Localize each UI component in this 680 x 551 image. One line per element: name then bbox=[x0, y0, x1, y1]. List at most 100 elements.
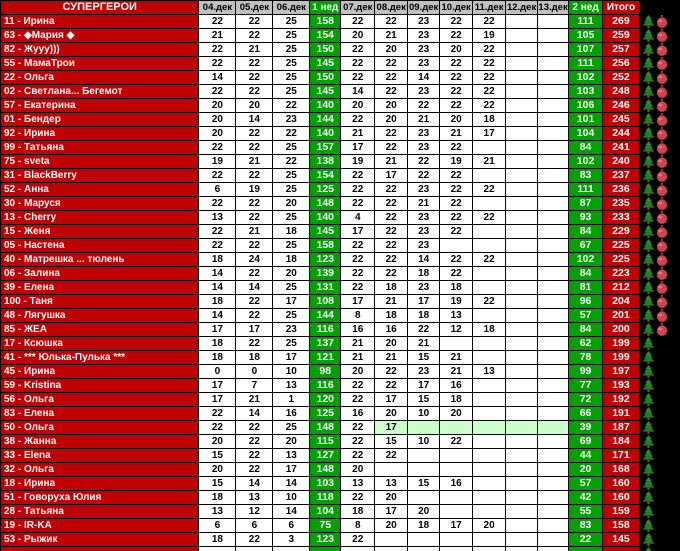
week1-cell[interactable]: 140 bbox=[309, 98, 342, 113]
day-cell[interactable]: 22 bbox=[340, 448, 376, 463]
day-cell[interactable] bbox=[505, 420, 539, 435]
week2-cell[interactable]: 83 bbox=[568, 168, 603, 183]
total-cell[interactable]: 245 bbox=[602, 112, 640, 127]
day-cell[interactable]: 23 bbox=[407, 224, 441, 239]
day-cell[interactable]: 6 bbox=[198, 518, 237, 533]
day-cell[interactable]: 22 bbox=[198, 406, 237, 421]
day-cell[interactable]: 14 bbox=[235, 476, 274, 491]
day-cell[interactable]: 25 bbox=[272, 210, 311, 225]
day-cell[interactable]: 19 bbox=[235, 182, 274, 197]
day-cell[interactable]: 13 bbox=[198, 210, 237, 225]
day-cell[interactable]: 22 bbox=[472, 98, 507, 113]
day-cell[interactable]: 25 bbox=[272, 56, 311, 71]
day-cell[interactable]: 22 bbox=[472, 56, 507, 71]
total-cell[interactable]: 204 bbox=[602, 294, 640, 309]
day-cell[interactable] bbox=[537, 238, 570, 253]
day-cell[interactable]: 25 bbox=[272, 28, 311, 43]
day-cell[interactable] bbox=[505, 406, 539, 421]
day-cell[interactable]: 17 bbox=[374, 504, 409, 519]
day-cell[interactable]: 18 bbox=[235, 350, 274, 365]
day-cell[interactable]: 22 bbox=[374, 448, 409, 463]
day-cell[interactable]: 14 bbox=[235, 406, 274, 421]
day-cell[interactable] bbox=[537, 434, 570, 449]
day-cell[interactable]: 17 bbox=[340, 224, 376, 239]
day-cell[interactable]: 21 bbox=[407, 112, 441, 127]
day-cell[interactable] bbox=[537, 308, 570, 323]
week2-cell[interactable]: 77 bbox=[568, 378, 603, 393]
day-cell[interactable]: 22 bbox=[235, 308, 274, 323]
day-cell[interactable] bbox=[537, 532, 570, 547]
day-cell[interactable]: 23 bbox=[407, 14, 441, 29]
day-cell[interactable]: 17 bbox=[198, 322, 237, 337]
day-cell[interactable]: 17 bbox=[374, 392, 409, 407]
total-cell[interactable]: 269 bbox=[602, 14, 640, 29]
day-cell[interactable]: 21 bbox=[439, 350, 474, 365]
day-cell[interactable]: 6 bbox=[272, 518, 311, 533]
day-cell[interactable] bbox=[505, 42, 539, 57]
day-cell[interactable]: 22 bbox=[198, 196, 237, 211]
total-cell[interactable]: 241 bbox=[602, 140, 640, 155]
day-cell[interactable] bbox=[537, 182, 570, 197]
day-cell[interactable]: 20 bbox=[374, 112, 409, 127]
day-cell[interactable]: 22 bbox=[340, 378, 376, 393]
week2-cell[interactable]: 111 bbox=[568, 14, 603, 29]
week2-cell[interactable]: 101 bbox=[568, 112, 603, 127]
day-cell[interactable]: 22 bbox=[439, 434, 474, 449]
day-cell[interactable] bbox=[537, 406, 570, 421]
day-cell[interactable]: 15 bbox=[407, 392, 441, 407]
week2-cell[interactable]: 87 bbox=[568, 196, 603, 211]
day-cell[interactable]: 19 bbox=[439, 154, 474, 169]
week2-cell[interactable]: 84 bbox=[568, 266, 603, 281]
day-cell[interactable]: 22 bbox=[340, 266, 376, 281]
day-cell[interactable]: 14 bbox=[407, 252, 441, 267]
day-cell[interactable] bbox=[537, 322, 570, 337]
day-cell[interactable]: 22 bbox=[198, 224, 237, 239]
day-cell[interactable]: 18 bbox=[374, 308, 409, 323]
day-cell[interactable]: 4 bbox=[340, 210, 376, 225]
day-cell[interactable]: 21 bbox=[340, 126, 376, 141]
row-name-cell[interactable]: 40 - Матрешка ... тюлень bbox=[0, 252, 200, 267]
day-cell[interactable]: 14 bbox=[198, 280, 237, 295]
day-cell[interactable] bbox=[537, 518, 570, 533]
total-cell[interactable]: 199 bbox=[602, 350, 640, 365]
day-cell[interactable] bbox=[472, 420, 507, 435]
row-name-cell[interactable]: 100 - Таня bbox=[0, 294, 200, 309]
column-header[interactable]: 2 нед bbox=[568, 0, 603, 15]
day-cell[interactable] bbox=[537, 140, 570, 155]
column-header[interactable]: 11.дек bbox=[472, 0, 507, 15]
day-cell[interactable]: 22 bbox=[235, 70, 274, 85]
week1-cell[interactable]: 144 bbox=[309, 308, 342, 323]
day-cell[interactable] bbox=[235, 546, 274, 551]
day-cell[interactable]: 10 bbox=[272, 490, 311, 505]
total-cell[interactable]: 240 bbox=[602, 154, 640, 169]
day-cell[interactable]: 22 bbox=[198, 140, 237, 155]
day-cell[interactable] bbox=[537, 336, 570, 351]
week1-cell[interactable]: 148 bbox=[309, 196, 342, 211]
day-cell[interactable]: 22 bbox=[472, 210, 507, 225]
day-cell[interactable] bbox=[472, 476, 507, 491]
day-cell[interactable]: 23 bbox=[407, 84, 441, 99]
row-name-cell[interactable]: 32 - Ольга bbox=[0, 462, 200, 477]
week1-cell[interactable]: 116 bbox=[309, 378, 342, 393]
day-cell[interactable] bbox=[472, 308, 507, 323]
day-cell[interactable]: 25 bbox=[272, 420, 311, 435]
day-cell[interactable]: 10 bbox=[407, 406, 441, 421]
day-cell[interactable]: 14 bbox=[235, 112, 274, 127]
day-cell[interactable] bbox=[472, 504, 507, 519]
day-cell[interactable]: 22 bbox=[235, 168, 274, 183]
total-cell[interactable]: 237 bbox=[602, 168, 640, 183]
row-name-cell[interactable]: 17 - Ксюшка bbox=[0, 336, 200, 351]
day-cell[interactable]: 13 bbox=[472, 364, 507, 379]
day-cell[interactable]: 22 bbox=[374, 126, 409, 141]
day-cell[interactable]: 25 bbox=[272, 70, 311, 85]
day-cell[interactable]: 23 bbox=[407, 182, 441, 197]
day-cell[interactable]: 13 bbox=[374, 476, 409, 491]
week2-cell[interactable]: 107 bbox=[568, 42, 603, 57]
total-cell[interactable]: 248 bbox=[602, 84, 640, 99]
row-name-cell[interactable]: 06 - Залина bbox=[0, 266, 200, 281]
day-cell[interactable] bbox=[505, 84, 539, 99]
total-cell[interactable]: 244 bbox=[602, 126, 640, 141]
week1-cell[interactable]: 127 bbox=[309, 448, 342, 463]
day-cell[interactable] bbox=[505, 378, 539, 393]
day-cell[interactable]: 22 bbox=[472, 252, 507, 267]
